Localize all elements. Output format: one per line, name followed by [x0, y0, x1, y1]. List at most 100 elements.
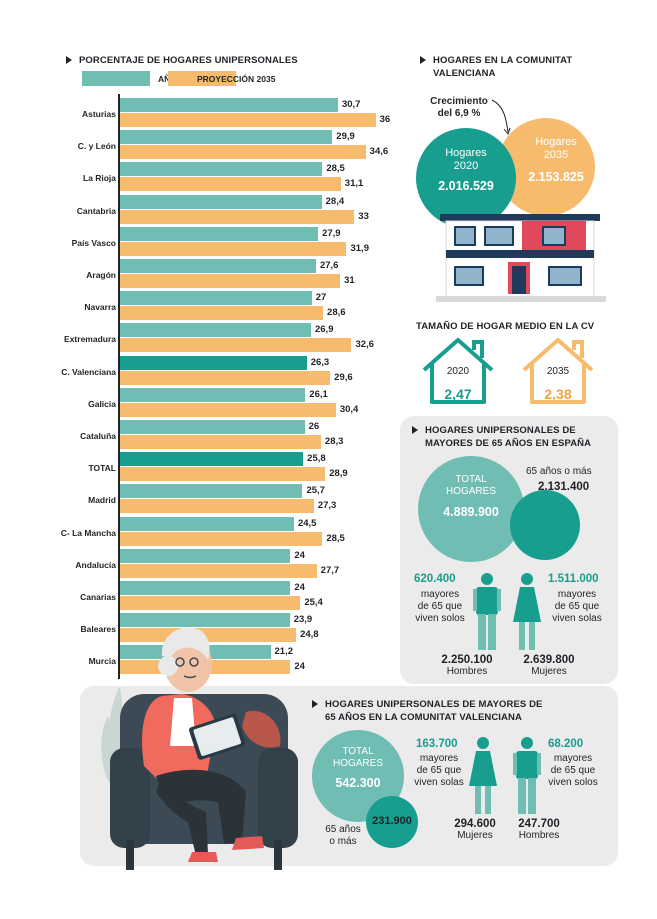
bar-2020 [120, 516, 294, 531]
category-label: Baleares [80, 624, 116, 635]
bar-2020 [120, 484, 303, 499]
category-label: C. y León [77, 141, 116, 152]
value-label-2035: 32,6 [355, 339, 374, 351]
bar-2035 [120, 499, 314, 514]
value-label-2020: 29,9 [336, 131, 355, 143]
value-label-2020: 26,1 [309, 388, 328, 400]
category-label: Aragón [86, 270, 116, 280]
hogares-cv-title: HOGARES EN LA COMUNITAT VALENCIANA [420, 54, 572, 80]
bar-2020 [120, 194, 322, 209]
espana-title: HOGARES UNIPERSONALES DE MAYORES DE 65 A… [412, 424, 591, 450]
bar-2035 [120, 177, 341, 192]
cv65-over65-value: 231.900 [372, 815, 412, 827]
bar-2035 [120, 209, 355, 224]
value-label-2020: 23,9 [293, 614, 313, 626]
triangle-bullet-icon [420, 56, 426, 65]
category-label: Cataluña [80, 431, 116, 441]
espana-women-total: 2.639.800 Mujeres [523, 654, 575, 677]
woman-figure-icon [469, 737, 497, 814]
cv65-women-total: 294.600 Mujeres [454, 818, 496, 841]
legend-swatch-2020 [82, 71, 150, 86]
value-label-2020: 27 [315, 292, 327, 304]
legend-swatch-2035 [168, 71, 236, 86]
value-label-2020: 28,5 [326, 163, 345, 175]
bar-2035 [120, 435, 321, 449]
woman-figure-icon [513, 573, 541, 650]
bar-2035 [120, 628, 297, 643]
bar-2020 [120, 226, 319, 241]
bar-2020 [120, 355, 307, 370]
cv65-total-text: TOTAL HOGARES 542.300 [332, 746, 383, 790]
tamano-title: TAMAÑO DE HOGAR MEDIO EN LA CV [416, 321, 595, 332]
category-label: Canarias [80, 592, 116, 602]
bar-2020 [120, 581, 291, 595]
value-label-2035: 31,1 [344, 178, 364, 190]
cv65-women-alone-text: mayores de 65 que viven solas [414, 753, 464, 788]
hogares-2020-text: Hogares 2020 2.016.529 [438, 147, 494, 193]
bar-2020 [120, 387, 306, 402]
category-label: Navarra [84, 302, 116, 313]
bar-2035 [120, 596, 301, 610]
espana-panel [400, 416, 618, 684]
value-label-2020: 30,7 [341, 99, 361, 110]
value-label-2035: 30,4 [339, 403, 359, 415]
cv65-men-total: 247.700 Hombres [518, 818, 560, 841]
hogares-2035-text: Hogares 2035 2.153.825 [528, 136, 584, 184]
bar-2020 [120, 259, 316, 273]
value-label-2020: 28,4 [325, 195, 345, 207]
bar-2035 [120, 370, 331, 385]
man-figure-icon [513, 737, 541, 814]
tamano-2035-value: 2,38 [544, 386, 572, 402]
espana-women-alone-value: 1.511.000 [548, 573, 599, 585]
bar-2035 [120, 563, 317, 578]
espana-women-alone-text: mayores de 65 que viven solas [552, 589, 602, 624]
value-label-2035: 28,5 [326, 532, 345, 544]
espana-over65-label: 65 años o más [526, 466, 592, 477]
espana-total-text: TOTAL HOGARES 4.889.900 [443, 474, 499, 519]
value-label-2035: 24 [294, 661, 305, 673]
triangle-bullet-icon [312, 700, 318, 709]
category-label: La Rioja [82, 173, 116, 184]
man-figure-icon [473, 573, 501, 650]
category-label: C- La Mancha [60, 527, 116, 538]
bar-2035 [120, 467, 326, 482]
cv65-over65-label: 65 años o más [325, 824, 361, 847]
tamano-2020-year: 2020 [446, 366, 470, 377]
value-label-2020: 24 [294, 549, 305, 561]
bar-2020 [120, 452, 304, 467]
value-label-2020: 27,9 [322, 227, 341, 239]
category-label: País Vasco [71, 237, 116, 248]
espana-over65-circle [510, 490, 580, 560]
growth-label: Crecimiento del 6,9 % [430, 96, 488, 119]
espana-total-circle [418, 456, 524, 562]
bar-2020 [120, 130, 333, 145]
bar-2020 [120, 162, 323, 177]
espana-men-alone-value: 620.400 [414, 573, 456, 585]
house-2035-icon [522, 338, 594, 404]
cv65-women-alone-value: 163.700 [416, 738, 458, 750]
value-label-2020: 27,6 [319, 260, 339, 271]
bar-2020 [120, 548, 291, 563]
bar-2020 [120, 291, 312, 306]
cv65-men-alone-value: 68.200 [548, 738, 584, 750]
bar-2035 [120, 145, 366, 160]
bar-2035 [120, 113, 376, 127]
espana-over65-value: 2.131.400 [538, 481, 590, 493]
value-label-2020: 26 [308, 421, 320, 432]
espana-men-alone-text: mayores de 65 que viven solos [415, 589, 465, 624]
cv65-over65-circle [366, 796, 418, 848]
category-label: Galicia [88, 398, 116, 409]
value-label-2035: 29,6 [334, 371, 353, 383]
bar-2035 [120, 338, 352, 353]
bar-2035 [120, 306, 324, 321]
value-label-2035: 28,3 [324, 436, 344, 447]
value-label-2035: 31,9 [350, 242, 369, 254]
value-label-2035: 28,6 [327, 307, 346, 319]
bar-2035 [120, 274, 341, 288]
chart-title: PORCENTAJE DE HOGARES UNIPERSONALES [66, 54, 298, 67]
value-label-2020: 24 [294, 582, 305, 593]
house-building-icon [436, 214, 606, 302]
category-label: Madrid [88, 495, 116, 506]
value-label-2035: 31 [344, 275, 355, 286]
hogares-2020-circle [416, 128, 516, 228]
